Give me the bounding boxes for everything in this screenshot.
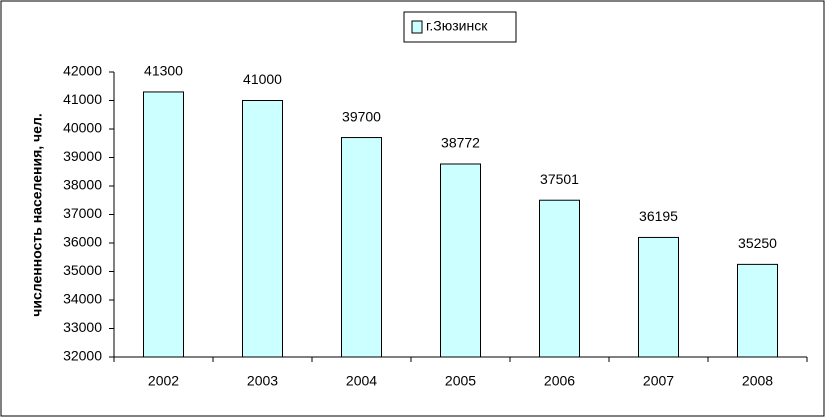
bar bbox=[638, 236, 679, 358]
data-label: 41300 bbox=[144, 63, 183, 79]
y-tick-label: 34000 bbox=[63, 291, 102, 307]
legend-swatch bbox=[411, 20, 423, 34]
data-label: 39700 bbox=[342, 108, 381, 124]
y-tick-label: 37000 bbox=[63, 205, 102, 221]
y-tick-label: 42000 bbox=[63, 63, 102, 79]
bar bbox=[539, 199, 580, 358]
bar bbox=[143, 91, 184, 358]
bar bbox=[242, 100, 283, 358]
x-tick-label: 2005 bbox=[445, 373, 476, 389]
y-tick-label: 39000 bbox=[63, 148, 102, 164]
x-tick-label: 2003 bbox=[247, 373, 278, 389]
bar bbox=[737, 263, 778, 358]
data-label: 41000 bbox=[243, 71, 282, 87]
legend-label: г.Зюзинск bbox=[426, 18, 488, 34]
bar bbox=[341, 137, 382, 358]
x-tick-label: 2004 bbox=[346, 373, 377, 389]
y-tick-label: 35000 bbox=[63, 262, 102, 278]
x-tick-label: 2006 bbox=[544, 373, 575, 389]
y-tick-label: 36000 bbox=[63, 234, 102, 250]
y-tick-label: 38000 bbox=[63, 177, 102, 193]
x-tick-label: 2008 bbox=[742, 373, 773, 389]
x-tick-label: 2007 bbox=[643, 373, 674, 389]
bar bbox=[440, 163, 481, 358]
y-tick-label: 40000 bbox=[63, 120, 102, 136]
y-tick-label: 32000 bbox=[63, 348, 102, 364]
legend-box bbox=[403, 11, 517, 43]
y-tick-label: 41000 bbox=[63, 91, 102, 107]
y-tick-label: 33000 bbox=[63, 319, 102, 335]
data-label: 35250 bbox=[738, 235, 777, 251]
data-label: 38772 bbox=[441, 135, 480, 151]
y-axis-label: численность населения, чел. bbox=[29, 113, 45, 316]
data-label: 36195 bbox=[639, 208, 678, 224]
data-label: 37501 bbox=[540, 171, 579, 187]
x-tick-label: 2002 bbox=[148, 373, 179, 389]
